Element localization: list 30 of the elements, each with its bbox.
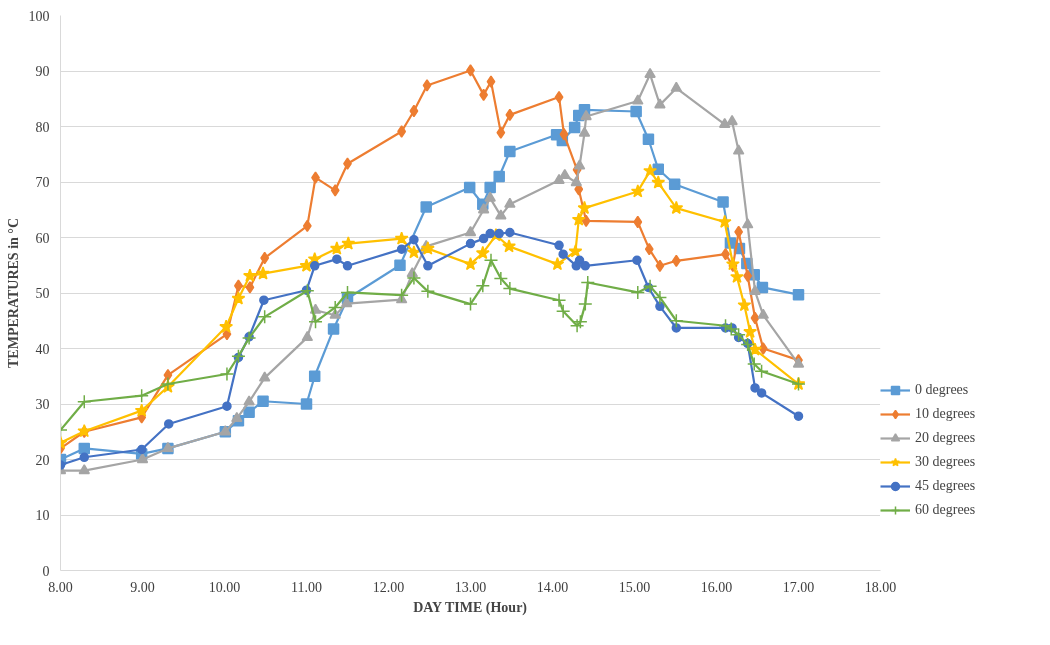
y-tick-label: 90 <box>35 64 50 79</box>
x-tick-label: 14.00 <box>536 579 569 595</box>
y-tick-label: 100 <box>28 8 50 24</box>
legend-label: 60 degrees <box>915 502 976 518</box>
legend-label: 10 degrees <box>915 406 976 422</box>
y-tick-label: 30 <box>35 397 50 412</box>
x-tick-label: 16.00 <box>700 579 733 595</box>
y-tick-label: 40 <box>35 341 50 357</box>
y-axis-title: TEMPERATURES in °C <box>5 217 21 369</box>
y-tick-label: 70 <box>35 175 50 190</box>
x-tick-label: 13.00 <box>454 579 487 595</box>
x-tick-label: 15.00 <box>618 579 651 595</box>
x-tick-label: 12.00 <box>372 579 405 595</box>
x-tick-label: 11.00 <box>291 579 322 595</box>
y-tick-label: 60 <box>35 230 50 246</box>
x-tick-label: 18.00 <box>864 579 897 595</box>
x-axis-title: DAY TIME (Hour) <box>413 599 528 616</box>
y-tick-label: 50 <box>35 286 50 301</box>
y-tick-label: 80 <box>35 119 50 135</box>
x-tick-label: 17.00 <box>782 579 815 595</box>
legend-label: 45 degrees <box>915 478 976 494</box>
legend-label: 30 degrees <box>915 454 976 470</box>
y-tick-label: 10 <box>35 508 50 523</box>
x-tick-label: 8.00 <box>48 579 73 595</box>
x-tick-label: 9.00 <box>130 579 155 595</box>
legend-label: 0 degrees <box>915 382 969 398</box>
y-tick-label: 0 <box>42 563 50 579</box>
legend-label: 20 degrees <box>915 430 976 446</box>
x-tick-label: 10.00 <box>208 579 241 595</box>
y-tick-label: 20 <box>35 452 50 468</box>
